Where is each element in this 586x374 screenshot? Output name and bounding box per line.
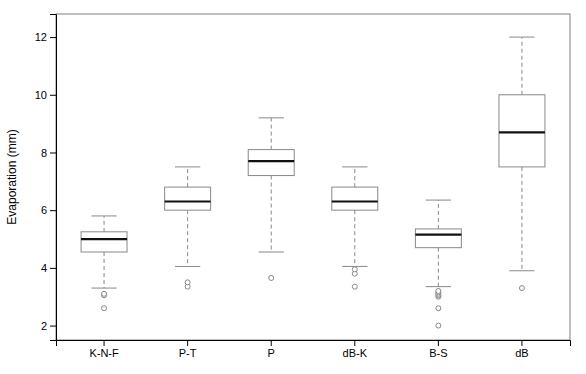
tick-mark xyxy=(271,340,272,346)
y-axis: 2 4 6 8 10 12 xyxy=(35,15,57,341)
tick-label: B-S xyxy=(429,347,447,359)
box-group xyxy=(81,216,127,311)
x-tick: dB xyxy=(515,340,528,359)
whisker-cap xyxy=(342,166,367,167)
whisker-cap xyxy=(259,252,284,253)
box-group xyxy=(248,118,294,281)
x-tick: P xyxy=(268,340,275,359)
outlier xyxy=(269,275,274,280)
median xyxy=(165,200,211,202)
tick-mark xyxy=(50,95,56,96)
whisker-cap xyxy=(426,286,451,287)
tick-label: dB xyxy=(515,347,528,359)
boxes xyxy=(81,37,545,328)
whisker xyxy=(354,210,355,266)
median xyxy=(415,234,461,236)
x-axis: K-N-F P-T PdB-K B-S dB xyxy=(57,340,571,359)
tick-mark xyxy=(50,268,56,269)
x-tick: B-S xyxy=(429,340,447,359)
whisker-cap xyxy=(509,37,534,38)
box-group xyxy=(499,37,545,290)
whisker xyxy=(521,167,522,271)
tick-label: 8 xyxy=(41,146,47,158)
box xyxy=(415,229,461,248)
whisker-cap xyxy=(175,166,200,167)
box xyxy=(499,95,545,167)
tick-mark xyxy=(104,340,105,346)
y-tick: 2 xyxy=(41,320,56,332)
tick-label: P xyxy=(268,347,275,359)
whisker xyxy=(187,210,188,266)
outlier xyxy=(352,267,357,272)
x-tick: dB-K xyxy=(343,340,368,359)
y-tick: 4 xyxy=(41,262,56,274)
tick-label: dB-K xyxy=(343,347,368,359)
tick-mark xyxy=(354,340,355,346)
tick-label: K-N-F xyxy=(89,347,119,359)
whisker xyxy=(438,248,439,287)
chart-svg: K-N-F P-T PdB-K B-S dB 2 4 6 8 10 12 Evaporation (m… xyxy=(0,0,586,374)
box-group xyxy=(415,200,461,328)
tick-mark xyxy=(50,152,56,153)
whisker xyxy=(104,252,105,288)
box-group xyxy=(165,167,211,289)
median xyxy=(81,238,127,240)
tick-label: 12 xyxy=(35,31,47,43)
whisker-cap xyxy=(259,117,284,118)
box xyxy=(165,187,211,210)
whisker-cap xyxy=(509,270,534,271)
whisker-cap xyxy=(91,288,116,289)
tick-label: 2 xyxy=(41,320,47,332)
tick-mark xyxy=(50,37,56,38)
tick-mark xyxy=(187,340,188,346)
tick-label: P-T xyxy=(179,347,197,359)
whisker-cap xyxy=(426,200,451,201)
median xyxy=(248,160,294,162)
y-tick: 10 xyxy=(35,89,56,101)
outlier xyxy=(519,286,524,291)
median xyxy=(499,131,545,133)
box xyxy=(332,187,378,210)
y-tick: 12 xyxy=(35,31,56,43)
outlier xyxy=(436,323,441,328)
whisker xyxy=(271,176,272,252)
plot-frame xyxy=(56,14,570,340)
axis-domain xyxy=(50,15,57,341)
plot-area: K-N-F P-T PdB-K B-S dB 2 4 6 8 10 12 xyxy=(35,14,571,359)
axis-domain xyxy=(57,341,571,347)
x-tick: P-T xyxy=(179,340,197,359)
box xyxy=(248,150,294,176)
box xyxy=(81,232,127,252)
outlier xyxy=(436,288,441,293)
tick-mark xyxy=(438,340,439,346)
y-tick: 6 xyxy=(41,204,56,216)
x-tick: K-N-F xyxy=(89,340,119,359)
whisker xyxy=(438,200,439,229)
outlier xyxy=(102,291,107,296)
y-axis-title: Evaporation (mm) xyxy=(5,129,19,224)
tick-mark xyxy=(521,340,522,346)
y-tick: 8 xyxy=(41,146,56,158)
whisker-cap xyxy=(91,215,116,216)
whisker xyxy=(354,167,355,187)
median xyxy=(332,200,378,202)
tick-mark xyxy=(50,326,56,327)
whisker xyxy=(521,37,522,95)
box-group xyxy=(332,167,378,289)
outlier xyxy=(352,284,357,289)
whisker xyxy=(187,167,188,187)
outlier xyxy=(102,306,107,311)
tick-label: 4 xyxy=(41,262,47,274)
outlier xyxy=(185,280,190,285)
tick-label: 6 xyxy=(41,204,47,216)
tick-label: 10 xyxy=(35,89,47,101)
whisker-cap xyxy=(175,266,200,267)
tick-mark xyxy=(50,210,56,211)
whisker xyxy=(271,118,272,150)
whisker xyxy=(104,216,105,232)
outlier xyxy=(436,306,441,311)
